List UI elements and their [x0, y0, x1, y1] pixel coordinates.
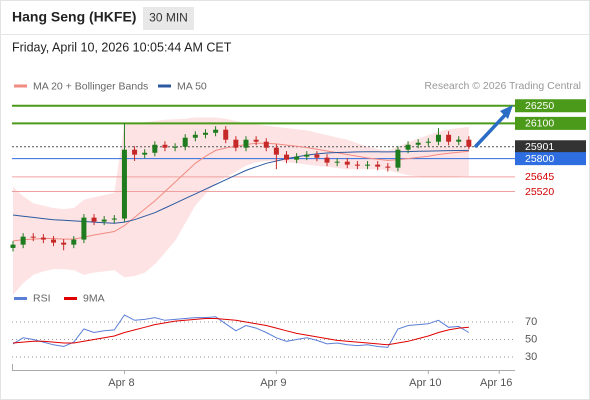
candle-body — [324, 157, 330, 163]
candle-body — [61, 242, 67, 245]
indicator-line — [12, 314, 470, 348]
legend-label: 9MA — [83, 292, 105, 304]
candle-body — [162, 144, 168, 148]
candle-body — [121, 149, 127, 219]
legend-swatch — [158, 84, 171, 88]
candle-body — [365, 164, 371, 166]
candle-body — [446, 134, 452, 142]
candle-body — [142, 152, 148, 155]
title: Hang Seng (HKFE) — [12, 9, 136, 25]
candle-body — [385, 166, 391, 168]
legend-swatch — [14, 84, 27, 88]
arrow-head — [500, 105, 513, 119]
legend-label: MA 50 — [177, 80, 207, 92]
candle-body — [101, 219, 107, 222]
candle-body — [284, 154, 290, 160]
level-box — [515, 140, 586, 154]
legend-label: RSI — [33, 292, 51, 304]
y-tick-label: 30 — [525, 351, 537, 363]
candle-body — [223, 129, 229, 140]
level-box — [515, 152, 586, 166]
candle-body — [132, 149, 138, 155]
legend-swatch — [64, 297, 77, 300]
candle-body — [10, 244, 16, 248]
level-label: 25800 — [525, 153, 554, 165]
candle-body — [354, 164, 360, 166]
legend-label: MA 20 + Bollinger Bands — [33, 80, 148, 92]
candle-body — [233, 139, 239, 148]
candle-body — [192, 134, 198, 138]
candle-body — [304, 154, 310, 157]
candle-body — [20, 236, 26, 245]
candle-body — [375, 164, 381, 167]
candle-body — [344, 161, 350, 165]
forecast-arrow — [474, 112, 508, 148]
candle-body — [111, 218, 117, 220]
candle-body — [91, 217, 97, 222]
candle-body — [415, 142, 421, 145]
candle-body — [334, 161, 340, 163]
candle-body — [466, 139, 472, 147]
x-tick-label: Apr 8 — [108, 377, 134, 389]
level-label: 25901 — [525, 141, 554, 153]
candle-body — [213, 129, 219, 133]
candle-body — [152, 144, 158, 153]
candle-body — [405, 144, 411, 150]
ma-line — [12, 142, 469, 242]
level-label: 26250 — [525, 100, 554, 112]
candle-body — [172, 146, 178, 148]
candle-body — [182, 137, 188, 147]
indicator-line — [12, 318, 469, 346]
x-tick-label: Apr 9 — [260, 377, 286, 389]
legend-swatch — [14, 297, 27, 300]
level-label: 25645 — [525, 171, 554, 183]
candle-body — [425, 141, 431, 143]
candle-body — [395, 149, 401, 168]
level-box — [515, 99, 586, 113]
candle-body — [40, 237, 46, 240]
level-label: 25520 — [525, 186, 554, 198]
candle-body — [81, 217, 87, 240]
candle-body — [273, 147, 279, 155]
level-box — [515, 116, 586, 130]
timestamp: Friday, April 10, 2026 10:05:44 AM CET — [12, 40, 232, 54]
candle-body — [456, 139, 462, 142]
ma-line — [12, 149, 469, 224]
y-tick-label: 70 — [525, 316, 537, 328]
bollinger-band — [13, 117, 469, 295]
candle-body — [51, 239, 57, 243]
interval-box — [143, 7, 194, 30]
level-label: 26100 — [525, 118, 554, 130]
candle-body — [30, 236, 36, 238]
x-tick-label: Apr 10 — [409, 377, 441, 389]
candle-body — [263, 141, 269, 148]
candle-body — [314, 154, 320, 158]
candle-body — [294, 156, 300, 160]
credit: Research © 2026 Trading Central — [424, 80, 581, 92]
candle-body — [243, 139, 249, 148]
y-tick-label: 50 — [525, 333, 537, 345]
x-tick-label: Apr 16 — [480, 377, 512, 389]
candle-body — [253, 139, 259, 142]
candle-body — [202, 132, 208, 135]
candle-body — [435, 134, 441, 142]
interval: 30 MIN — [149, 11, 188, 25]
candle-body — [71, 239, 77, 245]
